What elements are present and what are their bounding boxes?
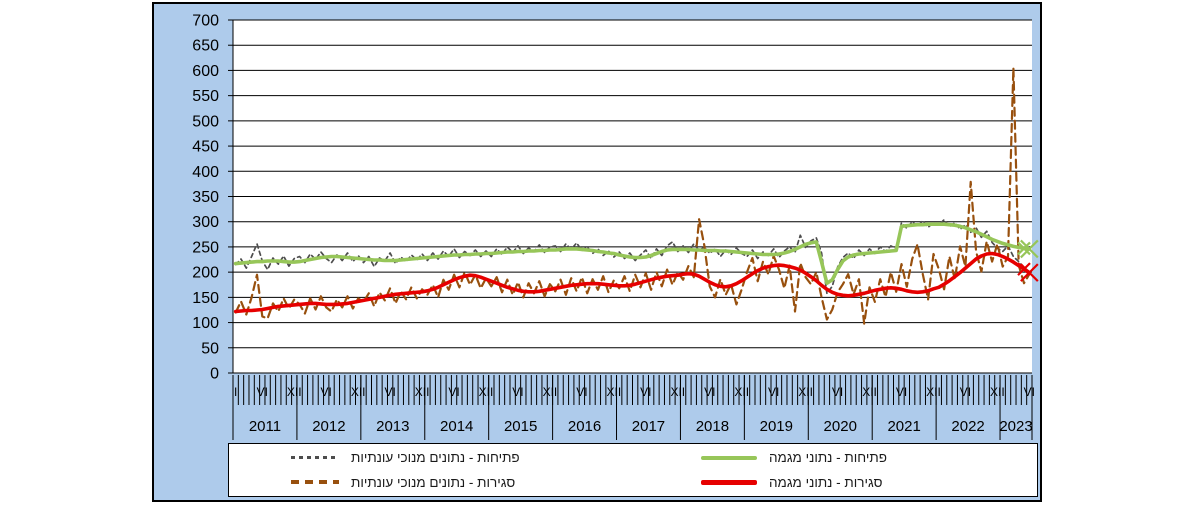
y-axis-label: 400 <box>192 164 219 181</box>
legend-item-openings-trend: פתיחות - נתוני מגמה <box>701 447 887 469</box>
y-axis-label: 350 <box>192 189 219 206</box>
month-label: XII <box>990 385 1005 399</box>
month-label: VI <box>832 385 843 399</box>
legend-label-openings-seasonal: פתיחות - נתונים מנוכי עונתיות <box>351 450 520 466</box>
year-label: 2023 <box>999 418 1032 435</box>
y-axis-label: 200 <box>192 265 219 282</box>
end-x-marker <box>1017 241 1031 256</box>
month-label: VI <box>321 385 332 399</box>
month-label: XII <box>479 385 494 399</box>
solid-green-line-icon <box>701 455 757 460</box>
year-label: 2021 <box>887 418 920 435</box>
year-label: 2017 <box>632 418 665 435</box>
y-axis-label: 50 <box>201 340 219 357</box>
year-label: 2011 <box>249 418 281 435</box>
legend-item-openings-seasonal: פתיחות - נתונים מנוכי עונתיות <box>291 447 520 469</box>
chart-svg: 0 50 100 150 200 250 300 350 400 450 500 550 600 650 7… <box>192 13 1039 440</box>
legend-item-closures-trend: סגירות - נתוני מגמה <box>701 471 887 493</box>
legend-label-closures-seasonal: סגירות - נתונים מנוכי עונתיות <box>351 474 516 490</box>
month-label: XII <box>862 385 877 399</box>
y-axis-label: 500 <box>192 113 219 130</box>
month-label: VI <box>960 385 971 399</box>
series-trend-2 <box>233 222 1032 286</box>
year-label: 2015 <box>504 418 537 435</box>
end-x-marker <box>1020 263 1039 282</box>
year-label: 2018 <box>696 418 729 435</box>
year-label: 2022 <box>951 418 984 435</box>
year-label: 2016 <box>568 418 601 435</box>
year-label: 2019 <box>760 418 793 435</box>
solid-red-line-icon <box>701 479 757 485</box>
y-axis-label: 600 <box>192 63 219 80</box>
year-label: 2012 <box>312 418 345 435</box>
month-label: XII <box>415 385 430 399</box>
month-label: VI <box>640 385 651 399</box>
chart-frame: 0 50 100 150 200 250 300 350 400 450 500 550 600 650 7… <box>152 2 1042 502</box>
month-label: XII <box>926 385 941 399</box>
year-label: 2020 <box>824 418 857 435</box>
legend-column-seasonal: פתיחות - נתונים מנוכי עונתיות סגירות - נ… <box>291 444 520 496</box>
legend-label-openings-trend: פתיחות - נתוני מגמה <box>769 450 887 466</box>
month-label: VI <box>768 385 779 399</box>
month-label: XII <box>798 385 813 399</box>
y-axis-label: 450 <box>192 139 219 156</box>
legend-box: פתיחות - נתונים מנוכי עונתיות סגירות - נ… <box>228 443 1038 497</box>
month-label: VI <box>1024 385 1035 399</box>
month-label: XII <box>287 385 302 399</box>
series-seasonal-0 <box>234 218 1031 295</box>
month-label: VI <box>257 385 268 399</box>
series-trend-3 <box>233 251 1032 314</box>
month-label: VI <box>448 385 459 399</box>
month-label: VI <box>576 385 587 399</box>
y-axis-label: 100 <box>192 315 219 332</box>
month-label: XII <box>607 385 622 399</box>
dashed-gray-line-icon <box>291 456 339 460</box>
end-x-marker <box>1020 239 1039 259</box>
month-label: VI <box>384 385 395 399</box>
legend-label-closures-trend: סגירות - נתוני מגמה <box>769 474 883 490</box>
end-x-marker <box>1017 262 1031 276</box>
month-label: VI <box>896 385 907 399</box>
month-label: XII <box>543 385 558 399</box>
y-axis-label: 650 <box>192 38 219 55</box>
month-label: XII <box>734 385 749 399</box>
legend-item-closures-seasonal: סגירות - נתונים מנוכי עונתיות <box>291 471 520 493</box>
y-axis-label: 300 <box>192 214 219 231</box>
y-axis-label: 250 <box>192 239 219 256</box>
month-label: XII <box>351 385 366 399</box>
y-axis-label: 700 <box>192 13 219 30</box>
legend-column-trend: פתיחות - נתוני מגמה סגירות - נתוני מגמה <box>701 444 887 496</box>
y-axis-label: 550 <box>192 88 219 105</box>
month-label: VI <box>704 385 715 399</box>
month-label: VI <box>512 385 523 399</box>
y-axis-label: 150 <box>192 290 219 307</box>
month-label: I <box>234 385 237 399</box>
year-label: 2013 <box>376 418 409 435</box>
year-label: 2014 <box>440 418 473 435</box>
month-label: XII <box>670 385 685 399</box>
y-axis-label: 0 <box>210 366 219 383</box>
dashed-brown-line-icon <box>291 480 339 485</box>
